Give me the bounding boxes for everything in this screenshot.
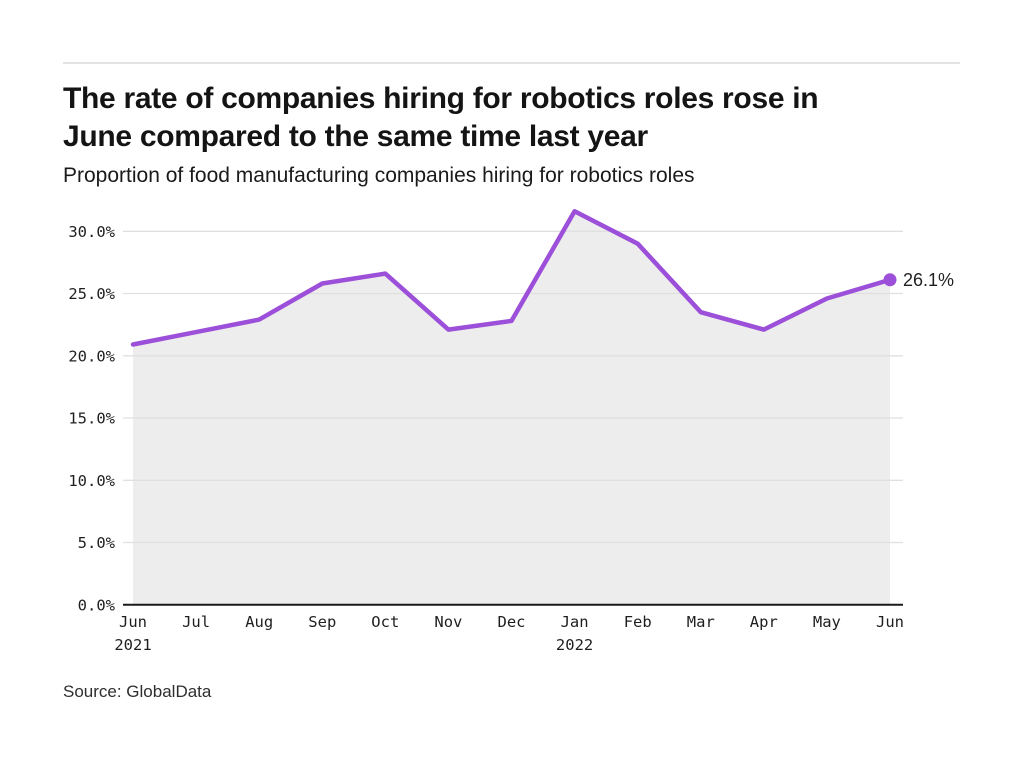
x-year-label: 2022 xyxy=(556,636,593,654)
x-year-label: 2021 xyxy=(114,636,151,654)
end-value-label: 26.1% xyxy=(903,270,954,290)
x-tick-label: Feb xyxy=(624,613,652,631)
y-tick-label: 30.0% xyxy=(68,223,115,241)
page-title: The rate of companies hiring for robotic… xyxy=(63,80,973,156)
y-tick-label: 25.0% xyxy=(68,285,115,303)
x-tick-label: Dec xyxy=(498,613,526,631)
y-tick-label: 20.0% xyxy=(68,347,115,365)
y-tick-label: 10.0% xyxy=(68,472,115,490)
y-tick-label: 0.0% xyxy=(78,596,116,614)
top-divider xyxy=(63,62,960,64)
x-tick-label: Jul xyxy=(182,613,210,631)
chart-line xyxy=(130,209,893,347)
chart-area-fill xyxy=(133,211,890,605)
x-tick-label: Nov xyxy=(434,613,462,631)
y-tick-label: 5.0% xyxy=(78,534,116,552)
y-tick-label: 15.0% xyxy=(68,410,115,428)
source-attribution: Source: GlobalData xyxy=(63,682,212,701)
x-tick-label: Jun xyxy=(119,613,147,631)
title-line-2: June compared to the same time last year xyxy=(63,120,648,153)
last-point-dot xyxy=(883,273,897,287)
x-tick-label: Oct xyxy=(371,613,399,631)
x-tick-label: Jun xyxy=(876,613,904,631)
x-tick-label: Sep xyxy=(308,613,336,631)
x-tick-label: Mar xyxy=(687,613,715,631)
x-tick-label: Aug xyxy=(245,613,273,631)
x-tick-label: May xyxy=(813,613,841,631)
x-tick-label: Jan xyxy=(561,613,589,631)
title-line-1: The rate of companies hiring for robotic… xyxy=(63,82,819,115)
chart-subtitle: Proportion of food manufacturing compani… xyxy=(63,164,695,187)
x-tick-label: Apr xyxy=(750,613,778,631)
